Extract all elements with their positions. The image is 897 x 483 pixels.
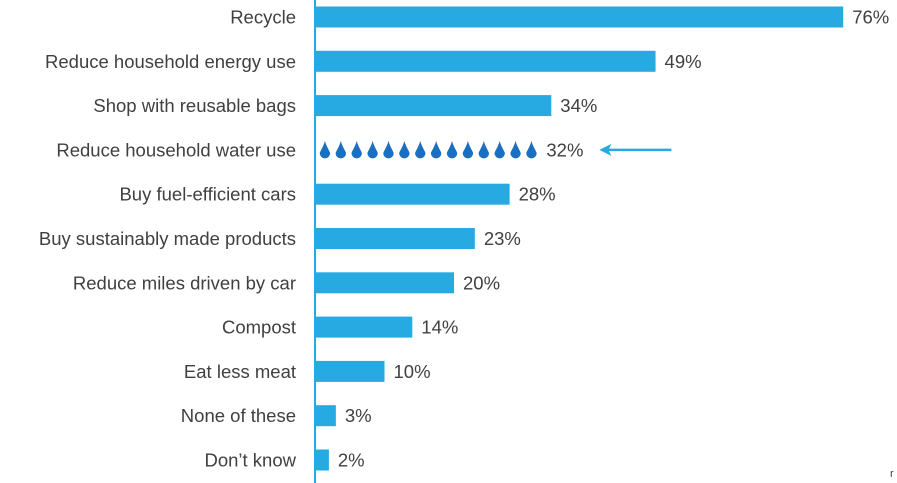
- value-label: 76%: [852, 7, 889, 28]
- value-label: 23%: [484, 228, 521, 249]
- water-drop-mark: [446, 140, 458, 159]
- category-label: Reduce household energy use: [45, 51, 296, 72]
- bar: [315, 6, 844, 28]
- footer-mark: r: [890, 468, 894, 480]
- value-label: 14%: [421, 317, 458, 338]
- value-label: 34%: [560, 95, 597, 116]
- category-label: Compost: [222, 317, 296, 338]
- highlight-bar-water-drops: [319, 140, 537, 159]
- category-label: None of these: [181, 405, 296, 426]
- water-drop-mark: [526, 140, 537, 159]
- bar: [315, 95, 552, 117]
- water-drop-mark: [415, 140, 426, 159]
- bar: [315, 183, 510, 205]
- category-label: Reduce miles driven by car: [73, 272, 296, 293]
- category-label: Reduce household water use: [56, 139, 296, 160]
- water-drop-mark: [367, 140, 378, 159]
- bar: [315, 272, 454, 294]
- water-drop-mark: [399, 140, 410, 159]
- water-drop-mark: [478, 140, 490, 159]
- annotation-layer: [599, 143, 672, 156]
- category-label: Buy fuel-efficient cars: [119, 184, 296, 205]
- labels-layer: Recycle 76% Reduce household energy use 49%…: [39, 7, 889, 471]
- bar: [315, 405, 336, 427]
- bar: [315, 50, 656, 72]
- value-label: 32%: [546, 139, 583, 160]
- bars-layer: [315, 6, 844, 471]
- bar: [315, 360, 385, 382]
- water-drop-mark: [430, 140, 442, 159]
- water-drop-mark: [351, 140, 362, 159]
- category-label: Eat less meat: [184, 361, 296, 382]
- bar: [315, 228, 475, 249]
- value-label: 49%: [665, 51, 702, 72]
- value-label: 10%: [394, 361, 431, 382]
- value-label: 3%: [345, 405, 372, 426]
- category-label: Recycle: [230, 7, 296, 28]
- category-label: Don’t know: [204, 450, 296, 471]
- bar: [315, 449, 329, 471]
- bar: [315, 316, 413, 338]
- category-label: Shop with reusable bags: [93, 95, 296, 116]
- water-drop-mark: [510, 140, 521, 159]
- category-label: Buy sustainably made products: [39, 228, 296, 249]
- water-drop-mark: [383, 140, 394, 159]
- value-label: 2%: [338, 450, 365, 471]
- water-drop-mark: [462, 140, 474, 159]
- value-label: 28%: [519, 184, 556, 205]
- annotation-arrow-head: [599, 143, 612, 156]
- water-drop-mark: [319, 140, 331, 159]
- water-drop-mark: [494, 140, 505, 159]
- water-drop-mark: [335, 140, 347, 159]
- value-label: 20%: [463, 272, 500, 293]
